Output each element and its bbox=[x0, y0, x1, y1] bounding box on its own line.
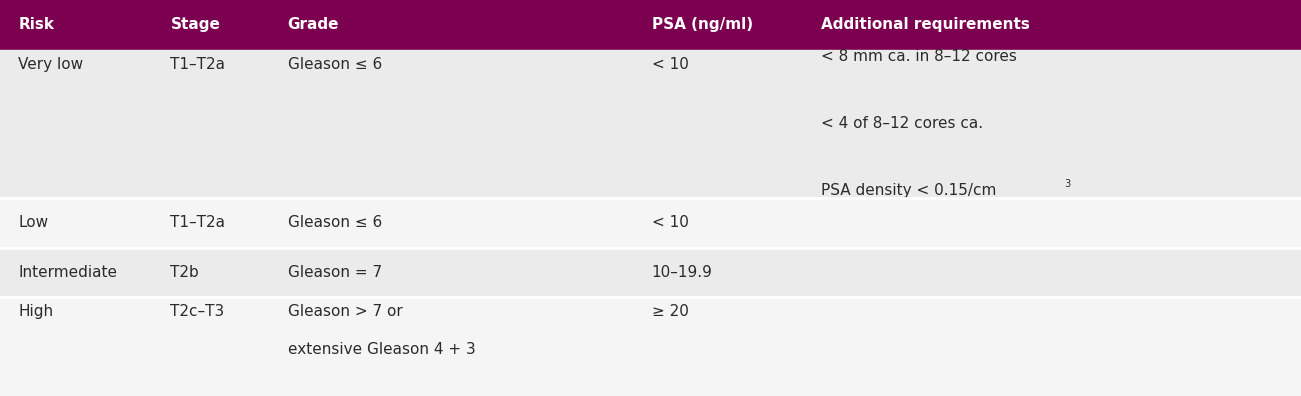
Text: 10–19.9: 10–19.9 bbox=[652, 265, 713, 280]
Text: extensive Gleason 4 + 3: extensive Gleason 4 + 3 bbox=[288, 342, 475, 357]
Text: T2b: T2b bbox=[170, 265, 199, 280]
Text: PSA (ng/ml): PSA (ng/ml) bbox=[652, 17, 753, 32]
Text: Additional requirements: Additional requirements bbox=[821, 17, 1030, 32]
Text: Low: Low bbox=[18, 215, 48, 230]
Text: < 10: < 10 bbox=[652, 215, 688, 230]
Text: Gleason ≤ 6: Gleason ≤ 6 bbox=[288, 57, 381, 72]
Text: PSA density < 0.15/cm3: PSA density < 0.15/cm3 bbox=[821, 183, 1006, 198]
Bar bbox=[0, 297, 1301, 396]
Text: Gleason > 7 or: Gleason > 7 or bbox=[288, 304, 402, 319]
Text: ≥ 20: ≥ 20 bbox=[652, 304, 688, 319]
Text: T1–T2a: T1–T2a bbox=[170, 215, 225, 230]
Bar bbox=[0, 248, 1301, 297]
Text: T1–T2a: T1–T2a bbox=[170, 57, 225, 72]
Text: Very low: Very low bbox=[18, 57, 83, 72]
Text: Gleason ≤ 6: Gleason ≤ 6 bbox=[288, 215, 381, 230]
Text: < 10: < 10 bbox=[652, 57, 688, 72]
Bar bbox=[0, 0, 1301, 50]
Text: Stage: Stage bbox=[170, 17, 220, 32]
Text: High: High bbox=[18, 304, 53, 319]
Text: PSA density < 0.15/cm: PSA density < 0.15/cm bbox=[821, 183, 997, 198]
Text: Gleason = 7: Gleason = 7 bbox=[288, 265, 381, 280]
Text: T2c–T3: T2c–T3 bbox=[170, 304, 225, 319]
Text: Risk: Risk bbox=[18, 17, 55, 32]
Text: 3: 3 bbox=[1064, 179, 1071, 189]
Text: < 4 of 8–12 cores ca.: < 4 of 8–12 cores ca. bbox=[821, 116, 984, 131]
Text: Intermediate: Intermediate bbox=[18, 265, 117, 280]
Bar bbox=[0, 50, 1301, 198]
Text: Grade: Grade bbox=[288, 17, 340, 32]
Bar bbox=[0, 198, 1301, 248]
Text: < 8 mm ca. in 8–12 cores: < 8 mm ca. in 8–12 cores bbox=[821, 49, 1017, 64]
